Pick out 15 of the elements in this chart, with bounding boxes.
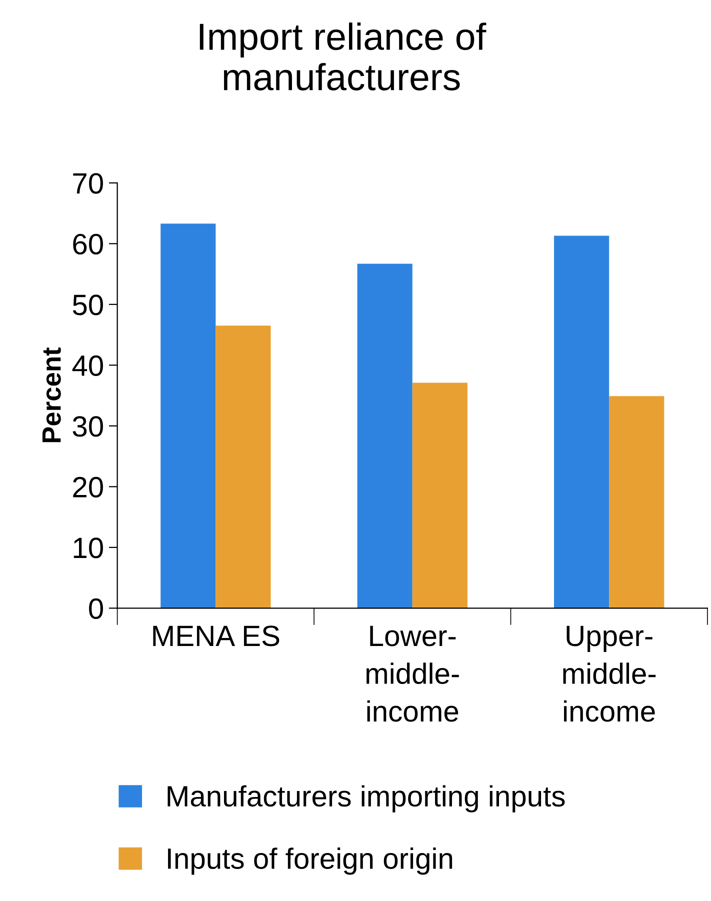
legend-label: Inputs of foreign origin — [168, 848, 452, 875]
y-tick-label: 50 — [72, 294, 103, 316]
y-tick-label: 70 — [73, 173, 103, 194]
chart-title: Import reliance of manufacturers — [200, 22, 486, 90]
y-tick-label: 20 — [73, 476, 103, 498]
y-tick-label: 60 — [73, 234, 103, 255]
x-tick-label: Lower-middle-income — [366, 626, 459, 722]
y-tick-label: 10 — [74, 538, 103, 558]
y-tick-label: 30 — [72, 416, 103, 437]
y-tick-label: 40 — [72, 355, 103, 376]
x-tick-label: Upper-middle-income — [563, 626, 656, 722]
y-axis-title: Percent — [42, 347, 61, 442]
legend-label: Manufacturers importing inputs — [168, 785, 565, 812]
y-tick-label: 0 — [89, 598, 103, 620]
x-tick-label: MENA ES — [153, 626, 280, 646]
